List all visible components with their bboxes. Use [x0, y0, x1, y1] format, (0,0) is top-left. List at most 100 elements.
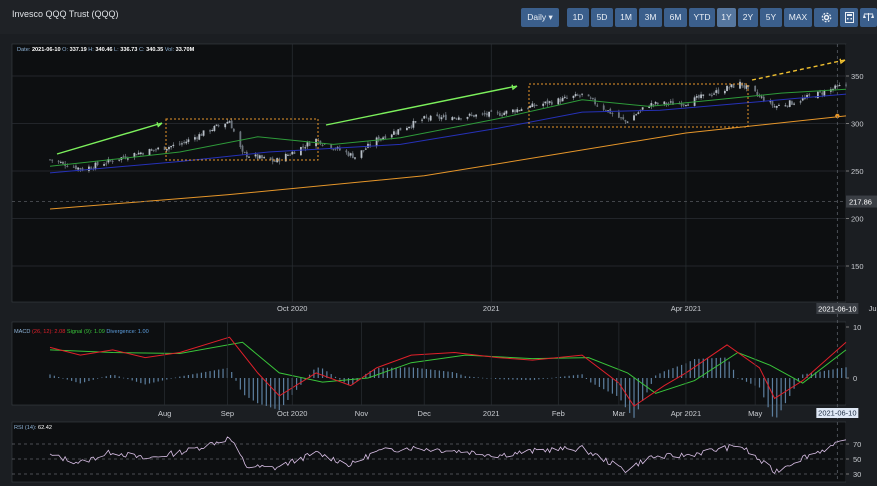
macd-histogram-bar	[542, 378, 544, 379]
candle-body	[226, 121, 229, 124]
candle-body	[596, 105, 599, 107]
candle-body	[710, 94, 713, 96]
macd-histogram-bar	[170, 378, 172, 379]
macd-histogram-bar	[659, 373, 661, 378]
macd-histogram-bar	[464, 376, 466, 378]
candle-body	[81, 168, 84, 171]
macd-histogram-bar	[456, 373, 458, 378]
price-ytick-label-300: 300	[851, 120, 864, 129]
macd-histogram-bar	[399, 367, 402, 378]
candle-body	[178, 143, 181, 145]
macd-histogram-bar	[793, 378, 795, 389]
candle-body	[79, 167, 82, 170]
rsi-ytick-label-50: 50	[853, 455, 861, 464]
macd-histogram-bar	[732, 369, 735, 378]
macd-histogram-bar	[153, 378, 155, 383]
candle-body	[196, 137, 198, 139]
macd-histogram-bar	[771, 378, 774, 417]
candle-body	[421, 119, 423, 121]
price-xtick-label: Jul 2021	[869, 304, 877, 313]
macd-histogram-bar	[58, 376, 60, 378]
candle-body	[602, 105, 605, 110]
macd-histogram-bar	[784, 378, 787, 404]
candle-body	[163, 146, 166, 150]
candle-body	[109, 160, 112, 162]
range-button-5y[interactable]: 5Y	[760, 8, 782, 27]
candle-body	[271, 158, 274, 162]
macd-histogram-bar	[486, 378, 488, 379]
candle-body	[635, 114, 638, 116]
macd-histogram-bar	[412, 367, 414, 378]
candle-body	[808, 94, 811, 96]
interval-dropdown[interactable]: Daily ▾	[521, 8, 559, 27]
macd-histogram-bar	[53, 375, 55, 378]
range-button-6m[interactable]: 6M	[664, 8, 687, 27]
price-level-label: 217.86	[849, 198, 872, 207]
macd-histogram-bar	[205, 371, 207, 378]
candle-body	[96, 161, 99, 166]
range-button-5d[interactable]: 5D	[591, 8, 613, 27]
macd-histogram-bar	[546, 378, 549, 379]
trend-arrow-projection	[751, 59, 846, 81]
macd-histogram-bar	[334, 376, 337, 378]
macd-histogram-bar	[140, 378, 142, 384]
macd-histogram-bar	[109, 375, 112, 378]
candle-body	[708, 93, 711, 96]
candle-body	[611, 112, 614, 114]
macd-histogram-bar	[330, 374, 332, 378]
macd-histogram-bar	[819, 371, 821, 378]
macd-histogram-bar	[741, 378, 743, 380]
range-button-1d[interactable]: 1D	[567, 8, 589, 27]
price-ytick-label-150: 150	[851, 262, 864, 271]
range-button-max[interactable]: MAX	[784, 8, 812, 27]
candle-body	[579, 95, 581, 97]
macd-histogram-bar	[529, 378, 531, 381]
candle-body	[700, 94, 702, 99]
candle-body	[137, 152, 140, 155]
candle-body	[393, 131, 395, 135]
macd-histogram-bar	[767, 378, 769, 408]
candle-body	[254, 154, 257, 157]
calculator-icon[interactable]	[840, 8, 858, 27]
macd-histogram-bar	[447, 371, 449, 378]
macd-histogram-bar	[274, 378, 276, 409]
candle-body	[566, 97, 568, 99]
macd-histogram-bar	[499, 378, 501, 380]
candle-body	[743, 85, 746, 88]
range-button-1m[interactable]: 1M	[615, 8, 637, 27]
macd-histogram-bar	[598, 378, 601, 387]
candle-body	[663, 101, 666, 104]
macd-histogram-bar	[724, 357, 726, 378]
candle-body	[168, 147, 170, 150]
candle-body	[362, 150, 365, 152]
macd-histogram-bar	[148, 378, 151, 384]
candle-body	[90, 167, 92, 169]
candle-body	[351, 153, 354, 159]
macd-histogram-bar	[365, 373, 367, 378]
range-button-2y[interactable]: 2Y	[738, 8, 758, 27]
macd-xtick-label: Feb	[552, 409, 565, 418]
candle-body	[622, 117, 625, 120]
macd-histogram-bar	[460, 374, 462, 378]
macd-histogram-bar	[451, 372, 453, 378]
candle-body	[672, 101, 674, 105]
settings-icon[interactable]	[814, 8, 838, 27]
candle-body	[641, 107, 644, 110]
candle-body	[816, 91, 819, 99]
candle-body	[457, 117, 460, 120]
macd-histogram-bar	[494, 378, 497, 379]
candle-body	[230, 120, 233, 129]
range-button-1y[interactable]: 1Y	[717, 8, 736, 27]
candle-body	[155, 149, 157, 151]
candle-body	[185, 141, 188, 144]
range-button-3m[interactable]: 3M	[639, 8, 662, 27]
compare-scale-icon[interactable]	[860, 8, 877, 27]
candle-body	[304, 147, 307, 149]
macd-ytick-label-0: 0	[853, 374, 857, 383]
range-button-ytd[interactable]: YTD	[689, 8, 715, 27]
candle-body	[139, 152, 142, 155]
macd-histogram-bar	[672, 368, 674, 378]
macd-histogram-bar	[386, 367, 389, 378]
